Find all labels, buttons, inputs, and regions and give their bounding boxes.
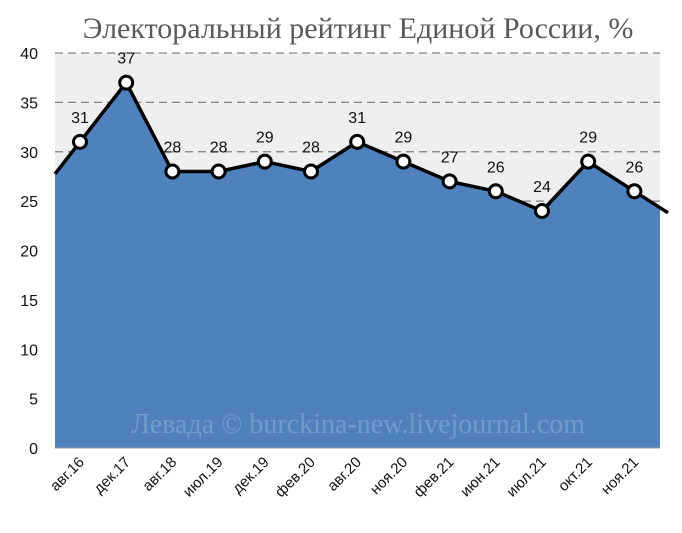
data-label: 27 <box>441 149 459 166</box>
data-point <box>349 133 366 150</box>
data-point <box>626 183 643 200</box>
y-axis-ticks: 0 5 10 15 20 25 30 35 40 <box>20 46 38 458</box>
data-point <box>256 153 273 170</box>
data-point <box>118 74 135 91</box>
area-fill <box>55 82 660 448</box>
data-label: 26 <box>487 159 505 176</box>
data-point <box>72 133 88 150</box>
data-point <box>441 173 458 190</box>
data-labels: 31 37 28 28 29 28 31 29 27 26 24 29 26 <box>71 51 643 196</box>
data-point <box>395 153 412 170</box>
y-tick-label: 5 <box>29 392 38 409</box>
y-tick-label: 35 <box>20 95 38 112</box>
y-tick-label: 30 <box>20 145 38 162</box>
data-label: 28 <box>164 140 182 157</box>
data-label: 28 <box>302 140 320 157</box>
data-point <box>534 203 550 219</box>
data-label: 24 <box>533 179 551 196</box>
data-point <box>487 183 504 200</box>
data-markers <box>72 74 643 219</box>
data-label: 26 <box>626 159 644 176</box>
y-tick-label: 15 <box>20 293 38 310</box>
y-tick-label: 25 <box>20 194 38 211</box>
y-tick-label: 0 <box>29 441 38 458</box>
chart-title: Электоральный рейтинг Единой России, % <box>83 12 634 45</box>
data-label: 37 <box>117 51 135 68</box>
y-tick-label: 40 <box>20 46 38 63</box>
data-point <box>164 163 181 180</box>
data-label: 29 <box>579 130 597 147</box>
y-tick-label: 20 <box>20 244 38 261</box>
watermark-text: Левада © burckina-new.livejournal.com <box>131 409 585 440</box>
data-point <box>210 163 227 180</box>
data-point <box>580 153 597 170</box>
data-label: 29 <box>256 130 274 147</box>
data-label: 31 <box>71 110 89 127</box>
data-point <box>303 163 319 180</box>
data-label: 29 <box>395 130 413 147</box>
data-label: 28 <box>210 140 228 157</box>
data-label: 31 <box>348 110 366 127</box>
y-tick-label: 10 <box>20 342 38 359</box>
